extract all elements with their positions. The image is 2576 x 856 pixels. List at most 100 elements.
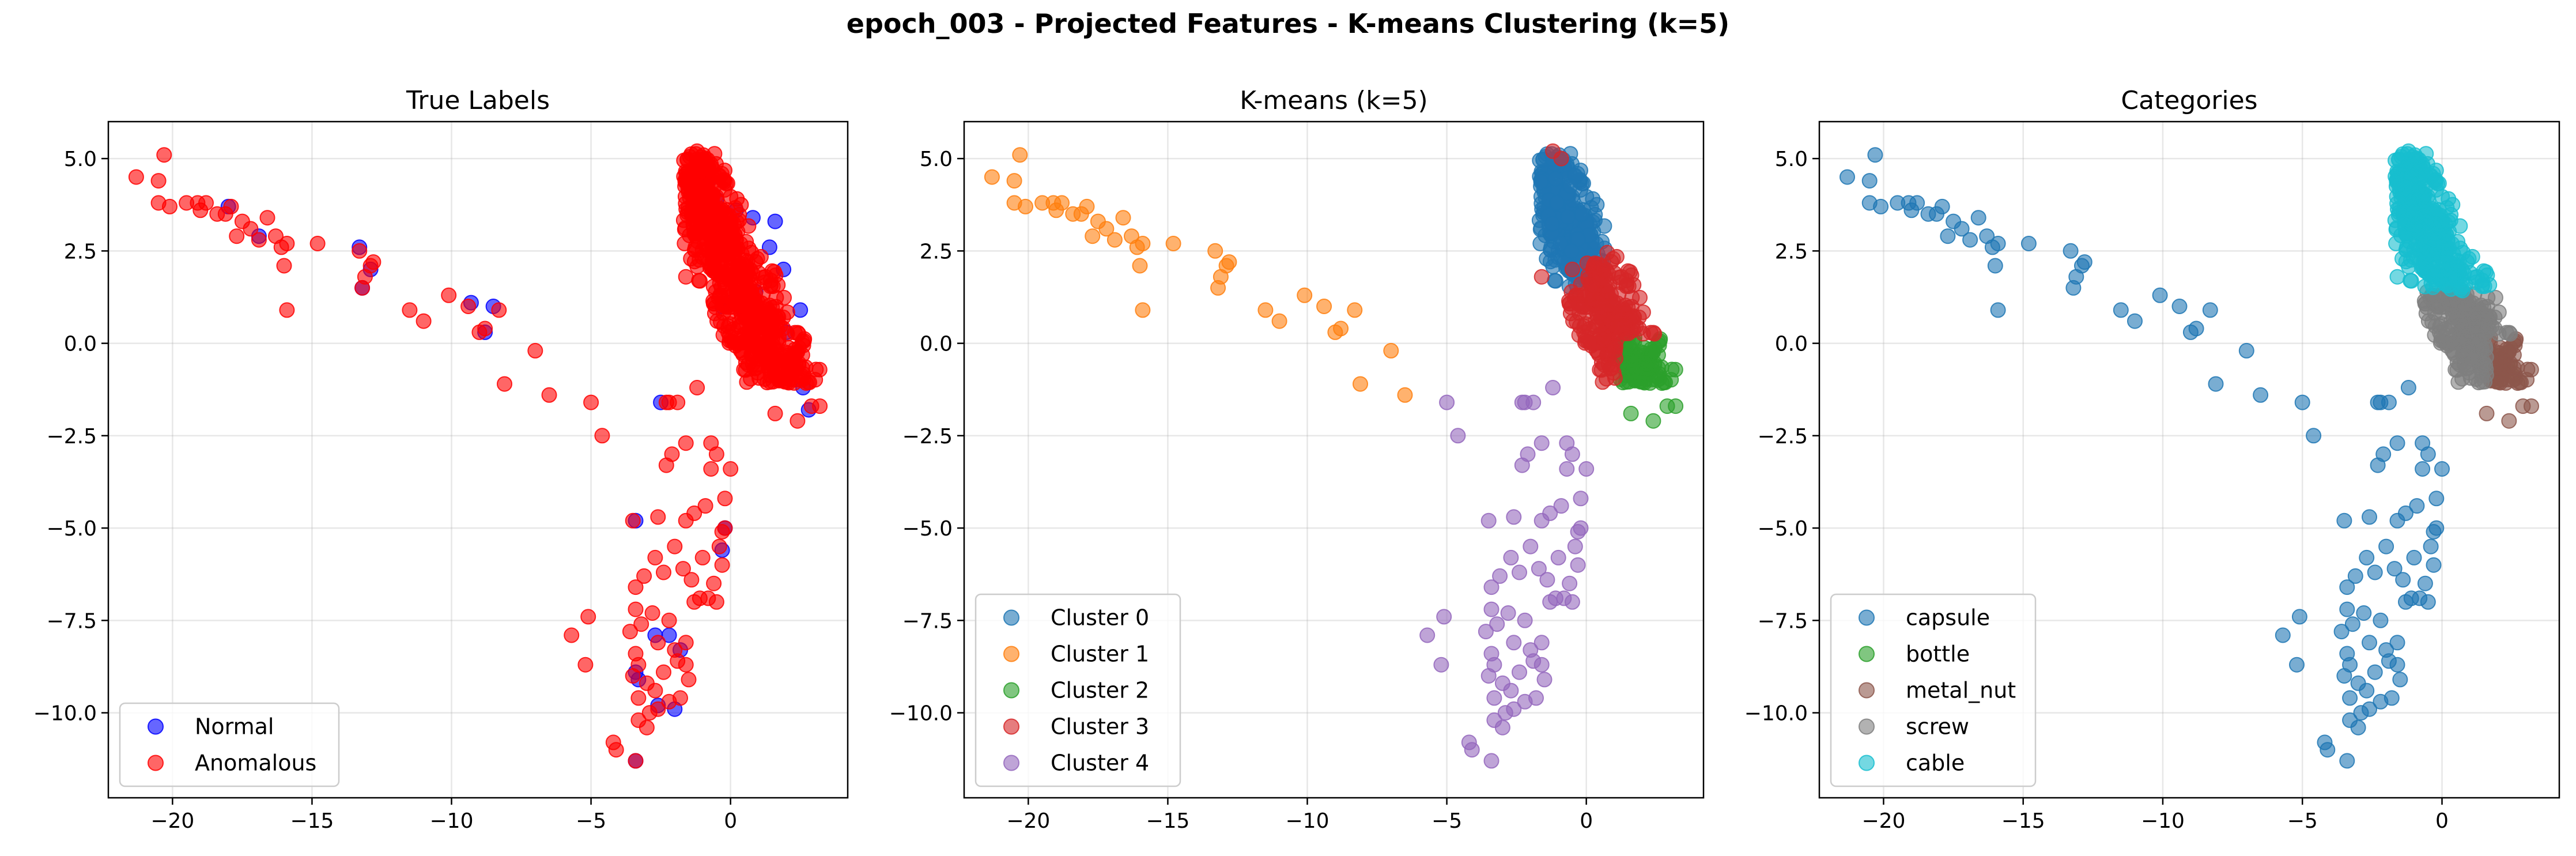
data-point xyxy=(2370,457,2386,473)
data-point xyxy=(661,612,677,628)
data-point xyxy=(1987,258,2003,274)
data-point xyxy=(1135,302,1151,318)
data-point xyxy=(703,461,719,477)
data-point xyxy=(2378,538,2394,555)
data-point xyxy=(402,302,418,318)
data-point xyxy=(1573,491,1589,507)
data-point xyxy=(279,236,295,251)
data-point xyxy=(1560,209,1576,225)
data-point xyxy=(1562,306,1578,322)
data-point xyxy=(2063,243,2079,259)
data-point xyxy=(2253,387,2269,403)
data-point xyxy=(1257,302,1274,318)
data-point xyxy=(1573,276,1589,292)
data-point xyxy=(1489,616,1505,632)
data-point xyxy=(229,228,245,244)
panel-title: K-means (k=5) xyxy=(1240,86,1427,115)
y-tick-label: −7.5 xyxy=(47,609,97,633)
data-point xyxy=(2367,564,2383,580)
data-point xyxy=(717,520,733,536)
data-point xyxy=(1599,271,1614,288)
data-point xyxy=(1596,357,1612,373)
data-point xyxy=(1539,572,1555,588)
data-point xyxy=(1132,258,1148,274)
data-point xyxy=(2450,374,2467,390)
data-point xyxy=(1207,243,1223,259)
data-point xyxy=(1098,221,1115,237)
data-point xyxy=(2320,742,2336,758)
data-point xyxy=(2065,280,2082,296)
y-tick-label: −10.0 xyxy=(33,702,97,726)
data-point xyxy=(1867,147,1883,163)
data-point xyxy=(792,302,809,318)
data-point xyxy=(1439,394,1455,410)
data-point xyxy=(678,269,694,285)
data-point xyxy=(1553,150,1569,167)
axes-frame xyxy=(963,120,1705,799)
data-point xyxy=(1450,428,1466,444)
data-point xyxy=(2406,549,2422,565)
data-point xyxy=(2502,326,2518,342)
data-point xyxy=(2362,509,2377,525)
data-point xyxy=(1559,461,1575,477)
data-point xyxy=(477,320,493,337)
x-tick-label: −20 xyxy=(1006,809,1050,833)
data-point xyxy=(1210,280,1226,296)
data-point xyxy=(755,286,771,302)
data-point xyxy=(527,342,543,359)
legend-label: metal_nut xyxy=(1906,678,2016,703)
data-point xyxy=(708,261,724,277)
x-tick-label: −15 xyxy=(1146,809,1189,833)
data-point xyxy=(1574,206,1589,222)
data-point xyxy=(2409,498,2425,514)
data-point xyxy=(759,355,775,371)
data-point xyxy=(2076,254,2092,270)
data-point xyxy=(2506,360,2522,376)
legend-marker xyxy=(1003,682,1019,699)
data-point xyxy=(1492,568,1508,584)
data-point xyxy=(1106,232,1123,248)
data-point xyxy=(2473,304,2489,320)
legend-label: screw xyxy=(1906,714,1969,740)
data-point xyxy=(1012,147,1028,163)
data-point xyxy=(726,334,742,350)
data-point xyxy=(2291,609,2307,625)
data-point xyxy=(633,616,649,632)
data-point xyxy=(743,271,758,288)
data-point xyxy=(740,331,756,348)
data-point xyxy=(2415,435,2431,451)
data-point xyxy=(1271,313,1287,329)
data-point xyxy=(1514,457,1530,473)
data-point xyxy=(2398,594,2413,610)
data-point xyxy=(2362,635,2377,651)
data-point xyxy=(1533,174,1549,190)
data-point xyxy=(309,236,326,251)
data-point xyxy=(2275,627,2291,643)
data-point xyxy=(1563,243,1580,259)
data-point xyxy=(1595,374,1611,390)
legend-marker xyxy=(1859,609,1875,626)
data-point xyxy=(1297,287,1313,303)
data-point xyxy=(2389,512,2405,529)
legend-marker xyxy=(148,755,164,771)
data-point xyxy=(1383,342,1399,359)
x-tick-label: −15 xyxy=(290,809,334,833)
data-point xyxy=(1316,299,1332,314)
data-point xyxy=(729,191,745,207)
data-point xyxy=(2359,682,2375,699)
data-point xyxy=(1536,672,1553,688)
y-tick-label: −7.5 xyxy=(902,609,953,633)
data-point xyxy=(1506,635,1522,651)
data-point xyxy=(1221,254,1237,270)
data-point xyxy=(767,213,783,229)
data-point xyxy=(2428,520,2445,536)
data-point xyxy=(2419,243,2435,259)
data-point xyxy=(1433,657,1449,673)
data-point xyxy=(1579,255,1595,271)
data-point xyxy=(1564,594,1580,610)
legend-label: cable xyxy=(1906,751,1965,776)
data-point xyxy=(2339,601,2355,617)
data-point xyxy=(1632,289,1648,306)
data-point xyxy=(2398,254,2414,270)
